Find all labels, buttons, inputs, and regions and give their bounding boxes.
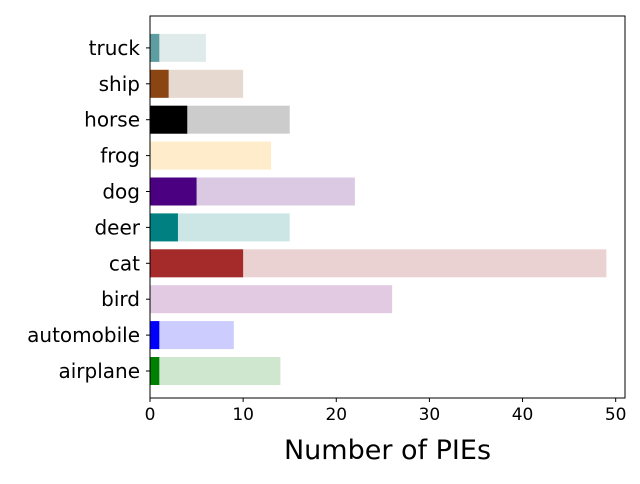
x-tick-label: 20 [325,405,347,425]
bars-layer [150,33,607,385]
x-tick-label: 0 [145,405,156,425]
category-label-automobile: automobile [27,323,140,347]
category-label-cat: cat [109,251,140,275]
category-label-deer: deer [94,215,140,239]
bar-highlight-ship [150,69,169,98]
y-axis: airplane automobile bird cat deer dog frog hors… [27,36,150,383]
category-label-dog: dog [102,180,140,204]
category-label-horse: horse [84,108,140,132]
bar-total-frog [150,141,272,170]
category-label-frog: frog [100,144,140,168]
bar-highlight-cat [150,249,244,278]
x-axis-title: Number of PIEs [284,435,491,466]
x-tick-label: 40 [512,405,534,425]
category-label-ship: ship [99,72,140,96]
bar-highlight-dog [150,177,197,206]
bar-highlight-automobile [150,321,160,350]
bar-highlight-truck [150,33,160,62]
x-axis: 0 10 20 30 40 50 [145,398,627,425]
category-label-truck: truck [89,36,141,60]
bar-highlight-deer [150,213,178,242]
category-label-bird: bird [101,287,140,311]
bar-highlight-airplane [150,357,160,385]
plot-frame [149,15,626,399]
x-tick-label: 10 [232,405,254,425]
bar-total-airplane [150,357,281,385]
bar-total-automobile [150,321,234,350]
category-label-airplane: airplane [58,359,140,383]
bar-highlight-horse [150,105,188,134]
x-tick-label: 30 [419,405,441,425]
bar-total-bird [150,285,393,314]
x-tick-label: 50 [605,405,627,425]
